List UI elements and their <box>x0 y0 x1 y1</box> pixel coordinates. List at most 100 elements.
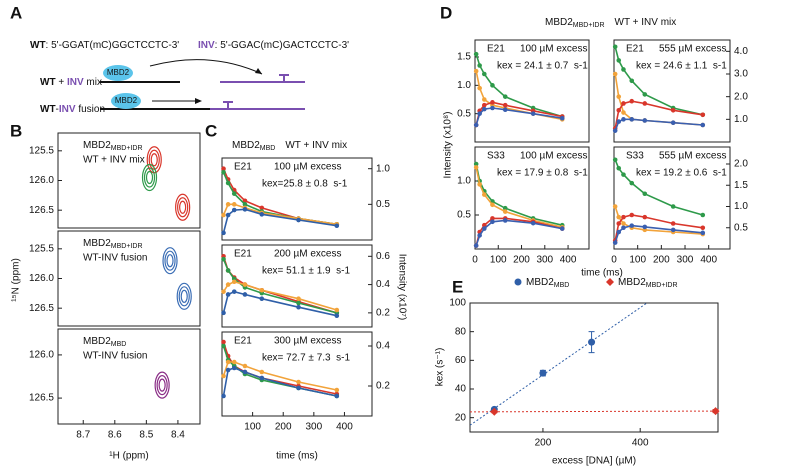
sequence: WT: 5'-GGAT(mC)GGCTCCTC-3' <box>30 40 179 51</box>
plot-frame <box>474 146 590 250</box>
nmr-peak <box>162 247 178 275</box>
data-point <box>482 192 487 197</box>
y-tick-label: 0.5 <box>457 108 471 119</box>
y-tick-label: 1.0 <box>376 163 390 174</box>
data-point <box>621 67 626 72</box>
data-point <box>259 375 265 381</box>
data-point <box>225 212 231 218</box>
data-point <box>502 107 508 112</box>
panel-label: A <box>10 3 22 22</box>
panel-annotation: MBD2MBD+IDR <box>83 140 143 152</box>
nmr-peak <box>175 193 191 221</box>
data-point <box>502 209 508 214</box>
protein <box>103 65 133 81</box>
y-axis-label: ¹⁵N (ppm) <box>11 258 22 302</box>
fit-curve <box>614 224 703 243</box>
data-point <box>612 44 618 50</box>
data-point <box>616 221 622 226</box>
data-point <box>477 63 482 68</box>
y-tick-label: 0.4 <box>376 279 390 290</box>
data-point <box>221 212 226 218</box>
data-point <box>225 367 231 373</box>
fit-line <box>470 303 648 426</box>
text-main: MBD2 <box>526 277 554 288</box>
text-sub: MBD+IDR <box>111 243 143 250</box>
y-tick-label: 0.2 <box>376 308 390 319</box>
kex-label: kex= 51.1 ± 1.9 s-1 <box>262 266 350 277</box>
data-point <box>473 122 479 128</box>
text-sub: MBD+IDR <box>111 145 143 152</box>
residue-label: E21 <box>234 162 252 173</box>
y-tick-label: 1.5 <box>457 52 471 63</box>
data-point <box>670 107 676 113</box>
legend-marker <box>514 278 522 286</box>
data-point <box>612 240 618 245</box>
y-tick-label: 3.0 <box>734 69 748 80</box>
data-point <box>642 191 648 197</box>
data-point <box>642 92 648 97</box>
data-point <box>629 223 635 228</box>
data-point <box>482 106 487 112</box>
panel-annotation: WT-INV fusion <box>83 253 147 264</box>
data-point <box>221 393 226 399</box>
nmr-peak <box>154 371 170 399</box>
row-label: WT + INV mix <box>40 77 102 88</box>
data-point <box>616 107 622 113</box>
data-point <box>221 166 226 171</box>
data-point <box>482 226 487 231</box>
fit-curve <box>614 46 703 116</box>
residue-label: S33 <box>487 151 505 162</box>
x-tick-label: 8.5 <box>139 430 153 441</box>
nmr-peak <box>156 375 168 396</box>
data-point <box>259 296 265 302</box>
data-point <box>490 216 495 221</box>
data-point <box>473 51 479 57</box>
kex-label: kex = 19.2 ± 0.6 s-1 <box>636 168 727 179</box>
nmr-peak <box>158 378 166 392</box>
data-point <box>242 282 248 287</box>
residue-label: E21 <box>487 44 505 55</box>
data-point <box>670 221 676 226</box>
y-axis-label: kex (s⁻¹) <box>435 348 446 387</box>
data-point <box>616 119 622 124</box>
data-point <box>477 85 482 91</box>
x-tick-label: 400 <box>336 422 353 433</box>
data-point <box>621 172 626 177</box>
y-tick-label: 40 <box>455 384 467 395</box>
data-point <box>221 339 226 345</box>
y-tick-label: 1.0 <box>734 201 748 212</box>
data-point <box>642 214 648 220</box>
data-point <box>642 101 648 106</box>
x-tick-label: 0 <box>611 255 617 266</box>
panel-annotation: WT + INV mix <box>83 155 145 166</box>
x-axis-label: ¹H (ppm) <box>109 451 148 462</box>
text-main: MBD2 <box>232 140 260 151</box>
y-axis-label: Intensity (x10⁷) <box>396 254 407 320</box>
data-point <box>221 289 226 294</box>
panel-label: D <box>440 3 452 22</box>
x-axis-label: time (ms) <box>276 451 318 462</box>
data-point <box>700 225 706 231</box>
y-tick-label: 1.0 <box>457 176 471 187</box>
text-rest: WT + INV mix <box>615 17 677 28</box>
data-point <box>231 359 237 365</box>
plot-frame <box>474 39 590 143</box>
data-point <box>296 300 301 306</box>
data-point <box>225 359 231 365</box>
condition-label: 100 µM excess <box>274 162 341 173</box>
data-point <box>502 218 508 223</box>
y-tick-label: 0.5 <box>457 210 471 221</box>
data-point <box>700 212 706 218</box>
y-tick-label: 0.5 <box>376 199 390 210</box>
data-point <box>482 71 487 77</box>
plot-frame <box>221 331 373 417</box>
data-point <box>477 233 482 238</box>
data-point <box>473 165 479 170</box>
plot-frame <box>57 328 201 425</box>
legend-label: MBD2MBD <box>526 277 569 289</box>
data-point <box>539 369 547 377</box>
nmr-peak <box>178 286 190 307</box>
nmr-peak <box>143 167 156 188</box>
data-point <box>477 111 482 116</box>
data-point <box>559 115 565 121</box>
